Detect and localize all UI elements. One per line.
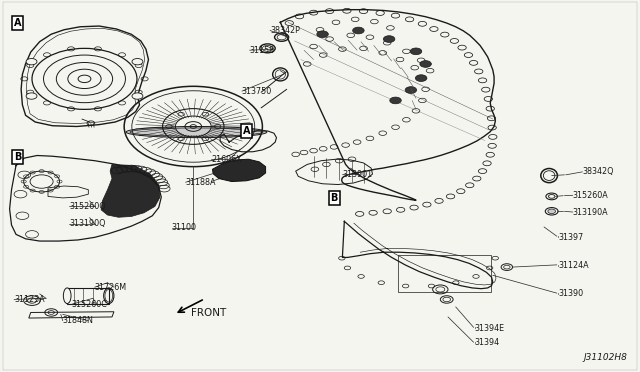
Circle shape xyxy=(405,87,417,93)
Polygon shape xyxy=(101,164,160,217)
Bar xyxy=(67,288,109,304)
Text: 31158: 31158 xyxy=(250,46,275,55)
Text: 21606X: 21606X xyxy=(211,155,242,164)
Text: 31726M: 31726M xyxy=(95,283,127,292)
Ellipse shape xyxy=(126,126,267,138)
Circle shape xyxy=(546,193,557,200)
Text: 31397: 31397 xyxy=(558,233,583,242)
Circle shape xyxy=(548,209,556,214)
Text: A: A xyxy=(243,126,250,136)
Circle shape xyxy=(26,58,37,65)
Circle shape xyxy=(390,97,401,104)
Text: 31100: 31100 xyxy=(172,223,196,232)
Circle shape xyxy=(24,296,40,305)
Circle shape xyxy=(383,36,395,42)
Text: 31390: 31390 xyxy=(558,289,583,298)
Text: 313750: 313750 xyxy=(242,87,272,96)
Text: 31124A: 31124A xyxy=(558,262,589,270)
Circle shape xyxy=(132,93,143,99)
Text: 31394: 31394 xyxy=(475,339,500,347)
Circle shape xyxy=(420,61,431,67)
Text: 38342P: 38342P xyxy=(270,26,300,35)
Circle shape xyxy=(132,58,143,65)
Text: J31102H8: J31102H8 xyxy=(583,353,627,362)
Text: 31123A: 31123A xyxy=(14,295,45,304)
Text: 313901: 313901 xyxy=(342,170,372,179)
Circle shape xyxy=(410,48,422,55)
Ellipse shape xyxy=(104,288,114,304)
Polygon shape xyxy=(212,159,266,182)
Circle shape xyxy=(26,93,37,99)
Text: 31848N: 31848N xyxy=(63,316,93,325)
Text: B: B xyxy=(330,193,338,203)
Text: B: B xyxy=(14,152,22,162)
Text: 313190Q: 313190Q xyxy=(69,219,106,228)
Circle shape xyxy=(415,75,427,81)
Text: 315260C: 315260C xyxy=(72,300,108,309)
Text: 31188A: 31188A xyxy=(186,178,216,187)
Text: 313190A: 313190A xyxy=(573,208,609,217)
Text: 315260Q: 315260Q xyxy=(69,202,106,211)
Ellipse shape xyxy=(63,288,71,304)
Circle shape xyxy=(353,27,364,34)
Circle shape xyxy=(45,309,58,316)
Circle shape xyxy=(317,31,328,38)
Text: 315260A: 315260A xyxy=(573,191,609,200)
Bar xyxy=(398,255,491,292)
Text: FRONT: FRONT xyxy=(191,308,226,318)
Text: 31394E: 31394E xyxy=(475,324,505,333)
Text: A: A xyxy=(14,18,22,28)
Text: 38342Q: 38342Q xyxy=(582,167,614,176)
